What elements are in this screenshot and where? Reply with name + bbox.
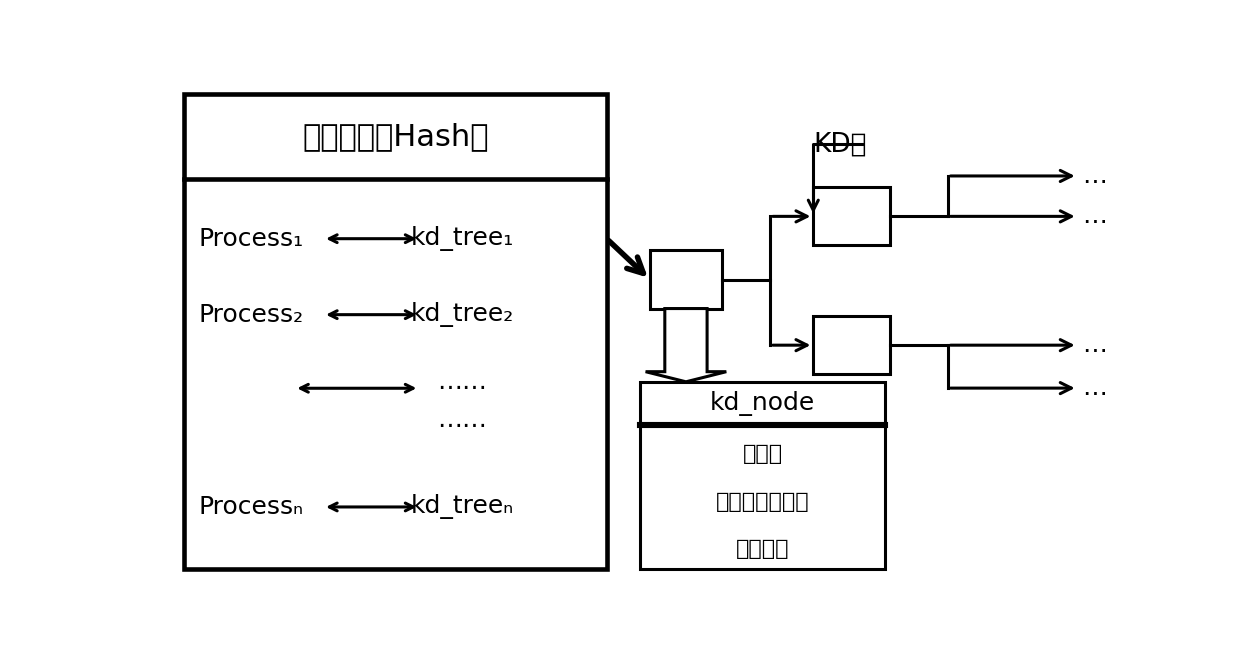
- Polygon shape: [646, 308, 727, 382]
- Text: …: …: [1083, 376, 1107, 400]
- Text: ⋯⋯: ⋯⋯: [438, 377, 487, 400]
- Text: …: …: [1083, 205, 1107, 228]
- Bar: [640, 382, 885, 569]
- Text: kd_node: kd_node: [711, 391, 816, 416]
- Text: kd_treeₙ: kd_treeₙ: [410, 495, 515, 520]
- Text: KD树: KD树: [813, 131, 867, 157]
- Text: kd_tree₂: kd_tree₂: [410, 302, 515, 327]
- Bar: [184, 94, 606, 569]
- Text: Processₙ: Processₙ: [198, 495, 304, 519]
- Text: 短序列向量空间: 短序列向量空间: [715, 491, 810, 512]
- Bar: [813, 188, 890, 245]
- Text: 特征模式库Hash表: 特征模式库Hash表: [303, 122, 489, 151]
- Bar: [813, 316, 890, 374]
- Bar: [650, 251, 722, 308]
- Text: …: …: [1083, 333, 1107, 357]
- Text: ⋯⋯: ⋯⋯: [438, 414, 487, 438]
- Text: 分割维度: 分割维度: [737, 539, 790, 560]
- Text: Process₁: Process₁: [198, 227, 304, 251]
- Text: …: …: [1083, 164, 1107, 188]
- Text: 短序列: 短序列: [743, 443, 782, 464]
- Text: Process₂: Process₂: [198, 302, 304, 327]
- Text: kd_tree₁: kd_tree₁: [410, 226, 515, 251]
